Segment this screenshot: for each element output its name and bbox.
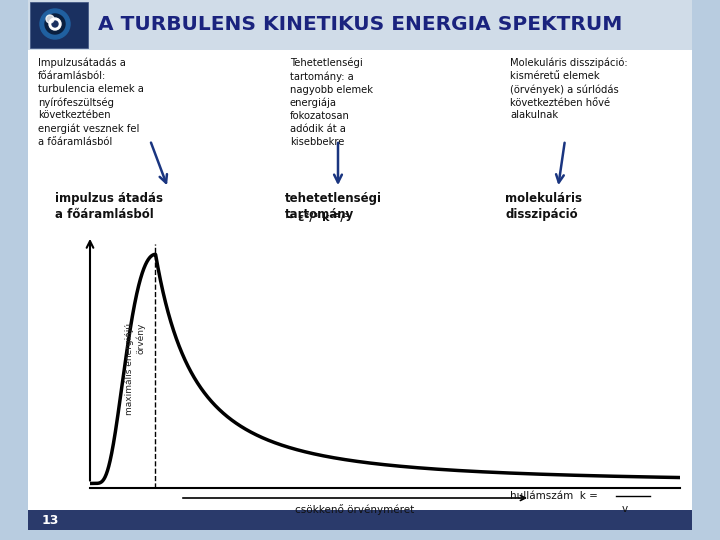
Circle shape bbox=[46, 15, 54, 23]
Text: hullámszám  k =: hullámszám k = bbox=[510, 491, 598, 501]
Text: tehetetlenségi
tartomány: tehetetlenségi tartomány bbox=[285, 192, 382, 221]
Bar bbox=[28, 28, 692, 512]
Text: Impulzusátadás a
főáramlásból:
turbulencia elemek a
nyírófeszültség
következtébe: Impulzusátadás a főáramlásból: turbulenc… bbox=[38, 58, 144, 147]
Text: ~ ε²/³ k⁻⁵/³: ~ ε²/³ k⁻⁵/³ bbox=[285, 213, 349, 223]
Text: 2π   f: 2π f bbox=[618, 480, 644, 490]
Text: maximális energiájú
örvény: maximális energiájú örvény bbox=[125, 323, 145, 415]
Bar bbox=[28, 510, 692, 530]
Text: v: v bbox=[622, 504, 628, 514]
Text: impulzus átadás
a főáramlásból: impulzus átadás a főáramlásból bbox=[55, 192, 163, 221]
Text: Tehetetlenségi
tartomány: a
nagyobb elemek
energiája
fokozatosan
adódik át a
kis: Tehetetlenségi tartomány: a nagyobb elem… bbox=[290, 58, 373, 147]
Text: A TURBULENS KINETIKUS ENERGIA SPEKTRUM: A TURBULENS KINETIKUS ENERGIA SPEKTRUM bbox=[98, 15, 622, 33]
Bar bbox=[30, 2, 88, 48]
Circle shape bbox=[49, 18, 61, 30]
Text: molekuláris
disszipáció: molekuláris disszipáció bbox=[505, 192, 582, 221]
Text: Molekuláris disszipáció:
kisméretű elemek
(örvények) a súrlódás
következtében hő: Molekuláris disszipáció: kisméretű eleme… bbox=[510, 58, 628, 120]
Circle shape bbox=[40, 9, 70, 39]
Circle shape bbox=[52, 21, 58, 27]
Bar bbox=[28, 0, 692, 50]
Circle shape bbox=[45, 14, 65, 34]
Text: csökkenő örvényméret: csökkenő örvényméret bbox=[295, 504, 415, 515]
Text: 13: 13 bbox=[42, 514, 59, 526]
